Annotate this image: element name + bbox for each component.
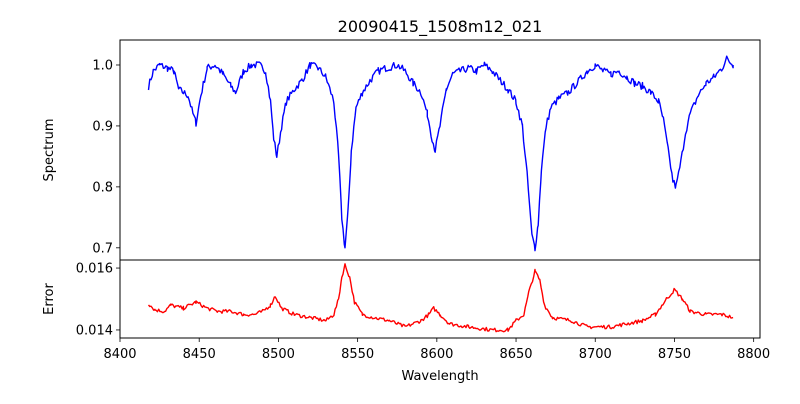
spectrum-series-line <box>147 55 734 252</box>
x-axis: 8400 8450 8500 8550 8600 8650 8700 8750 8800 <box>103 338 770 362</box>
error-series-line <box>147 263 734 333</box>
y-tick-label: 0.014 <box>76 323 113 338</box>
x-axis-label: Wavelength <box>401 369 478 384</box>
error-panel: 0.014 0.016 <box>76 259 761 339</box>
y-tick-label: 0.7 <box>92 241 113 256</box>
x-tick-label: 8750 <box>658 347 691 362</box>
x-tick-label: 8400 <box>103 347 136 362</box>
error-axes-frame <box>119 259 761 339</box>
x-tick-label: 8550 <box>341 347 374 362</box>
x-tick-label: 8700 <box>579 347 612 362</box>
x-tick-label: 8500 <box>262 347 295 362</box>
x-tick-label: 8450 <box>183 347 216 362</box>
y-tick-label: 0.8 <box>92 180 113 195</box>
x-tick-label: 8800 <box>737 347 770 362</box>
spectrum-y-label: Spectrum <box>42 119 57 182</box>
x-tick-label: 8600 <box>420 347 453 362</box>
error-y-label: Error <box>42 283 57 315</box>
spectrum-panel: 0.7 0.8 0.9 1.0 <box>92 39 761 261</box>
y-tick-label: 0.9 <box>92 119 113 134</box>
y-tick-label: 0.016 <box>76 262 113 277</box>
spectrum-axes-frame <box>119 39 761 261</box>
y-tick-label: 1.0 <box>92 58 113 73</box>
chart-title: 20090415_1508m12_021 <box>338 17 543 37</box>
x-tick-label: 8650 <box>499 347 532 362</box>
